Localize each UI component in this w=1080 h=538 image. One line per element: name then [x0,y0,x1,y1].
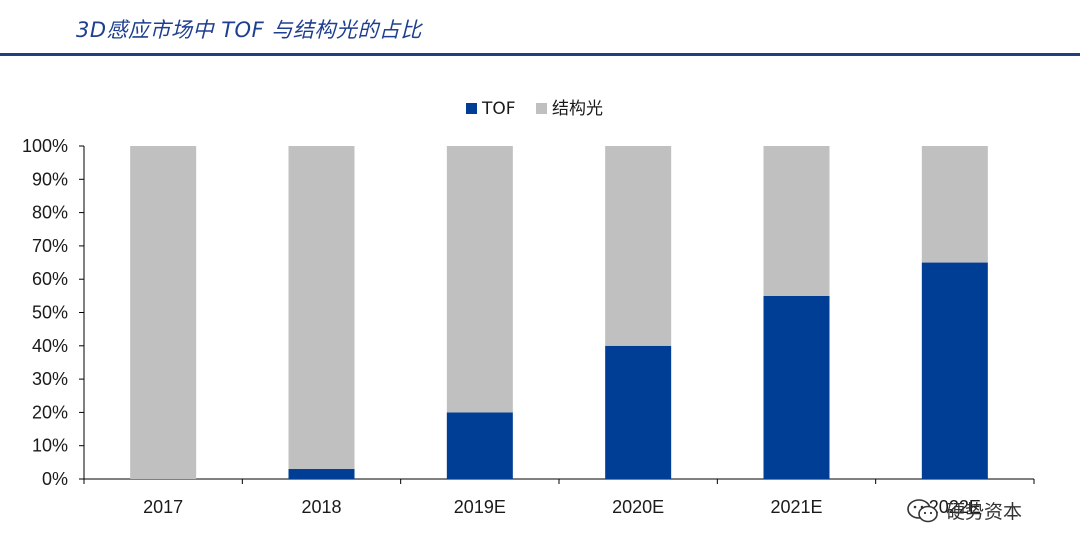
legend-swatch [466,103,477,114]
y-tick-label: 0% [42,469,68,489]
wechat-icon [907,498,938,522]
x-tick-label: 2017 [143,497,183,517]
bar-segment-structured-light [605,146,672,346]
y-tick-label: 60% [32,269,68,289]
y-tick-label: 30% [32,369,68,389]
chart-legend: TOF 结构光 [466,99,603,119]
bar-segment-tof [763,295,830,479]
y-tick-label: 100% [22,136,68,156]
bar-segment-tof [921,262,988,479]
x-tick-label: 2021E [770,497,822,517]
x-axis-labels: 2017 2018 2019E 2020E 2021E 2022E [143,497,981,517]
legend-label: 结构光 [552,99,603,119]
chart-axes [79,145,1035,484]
y-tick-label: 90% [32,169,68,189]
title-divider [0,53,1080,56]
bar-segment-tof [446,412,513,479]
y-tick-label: 20% [32,402,68,422]
legend-swatch [536,103,547,114]
x-tick-label: 2018 [301,497,341,517]
y-tick-label: 10% [32,436,68,456]
bar-segment-tof [605,345,672,479]
bar-segment-structured-light [763,146,830,296]
chart-bars [130,146,988,479]
legend-label: TOF [481,99,516,119]
page-title: 3D感应市场中 TOF 与结构光的占比 [76,18,422,42]
y-tick-label: 40% [32,336,68,356]
x-tick-label: 2020E [612,497,664,517]
bar-segment-structured-light [130,146,197,479]
watermark: 硬势资本 [906,497,1022,524]
watermark-text: 硬势资本 [946,501,1023,523]
bar-segment-structured-light [921,146,988,263]
bar-segment-structured-light [446,146,513,413]
bar-segment-tof [288,469,355,479]
x-tick-label: 2019E [454,497,506,517]
x-tick-label: 2022E [929,497,981,517]
y-tick-label: 50% [32,303,68,323]
y-tick-label: 70% [32,236,68,256]
bar-segment-structured-light [288,146,355,470]
y-tick-label: 80% [32,203,68,223]
y-axis-labels: 0% 10% 20% 30% 40% 50% 60% 70% 80% 90% 100% [22,136,68,489]
